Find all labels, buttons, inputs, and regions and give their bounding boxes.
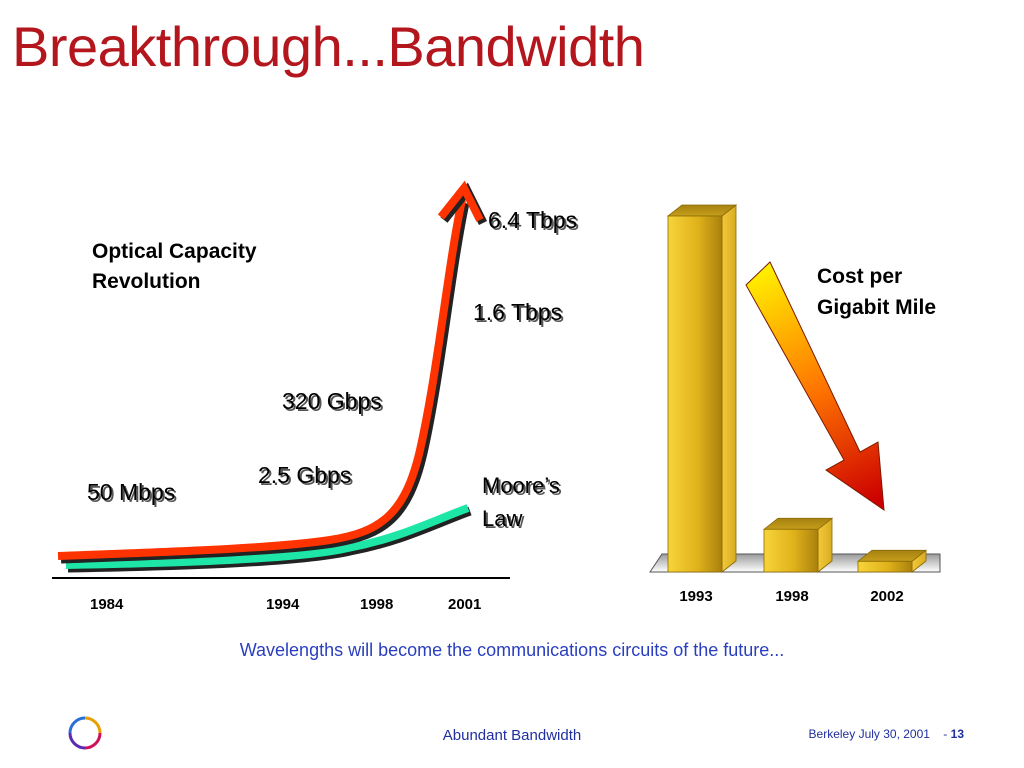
- slide-subtitle: Wavelengths will become the communicatio…: [239, 640, 785, 660]
- capacity-chart-title-line2: Revolution: [92, 270, 201, 293]
- footer-info: Berkeley July 30, 2001 - 13: [809, 727, 964, 741]
- cost-chart: Cost per Gigabit Mile 1993 1998 2002: [649, 204, 941, 605]
- moores-law-curve: [65, 504, 470, 569]
- footer-separator: -: [943, 727, 948, 741]
- bar-1993: [667, 215, 723, 573]
- label-shadow: Moore’s: [484, 475, 562, 500]
- logo-ring-icon: [68, 716, 102, 750]
- label-shadow: 2.5 Gbps: [260, 464, 353, 490]
- label-shadow: 1.6 Tbps: [475, 301, 564, 327]
- footer-date: Berkeley July 30, 2001: [808, 727, 930, 741]
- label-shadow: Law: [484, 508, 524, 533]
- label-shadow: 320 Gbps: [284, 390, 384, 416]
- capacity-chart-title-line1: Optical Capacity: [92, 240, 257, 263]
- label-2-5-gbps: 2.5 Gbps: [258, 462, 351, 488]
- label-320-gbps: 320 Gbps: [282, 388, 382, 414]
- bar-1993-side: [721, 204, 737, 573]
- x-tick-1994: 1994: [266, 596, 300, 613]
- label-moores-law-line2: Law: [482, 506, 522, 531]
- bar-1998: [763, 528, 819, 573]
- x-tick-1998: 1998: [360, 596, 393, 613]
- capacity-curve: [57, 199, 466, 560]
- bar-category-2002: 2002: [870, 588, 903, 605]
- cost-bars: [666, 204, 928, 573]
- label-50-mbps: 50 Mbps: [87, 479, 175, 505]
- slide-title: Breakthrough...Bandwidth: [12, 15, 645, 78]
- cost-down-arrow: [745, 261, 885, 512]
- label-shadow: 6.4 Tbps: [490, 209, 579, 235]
- page-number: 13: [950, 727, 964, 741]
- footer-title: Abundant Bandwidth: [442, 727, 582, 744]
- cost-chart-title-line2: Gigabit Mile: [817, 296, 936, 319]
- bar-category-1993: 1993: [679, 588, 712, 605]
- bar-category-1998: 1998: [775, 588, 808, 605]
- label-1-6-tbps: 1.6 Tbps: [473, 299, 562, 325]
- bar-2002: [857, 560, 913, 573]
- label-shadow: 50 Mbps: [89, 481, 177, 507]
- x-tick-2001: 2001: [448, 596, 481, 613]
- label-6-4-tbps: 6.4 Tbps: [488, 207, 577, 233]
- capacity-chart: Optical Capacity Revolution 6.4 Tbps 6.4…: [52, 180, 579, 613]
- cost-chart-title-line1: Cost per: [817, 265, 902, 288]
- capacity-arrowhead: [437, 180, 484, 222]
- label-moores-law-line1: Moore’s: [482, 473, 560, 498]
- x-tick-1984: 1984: [90, 596, 124, 613]
